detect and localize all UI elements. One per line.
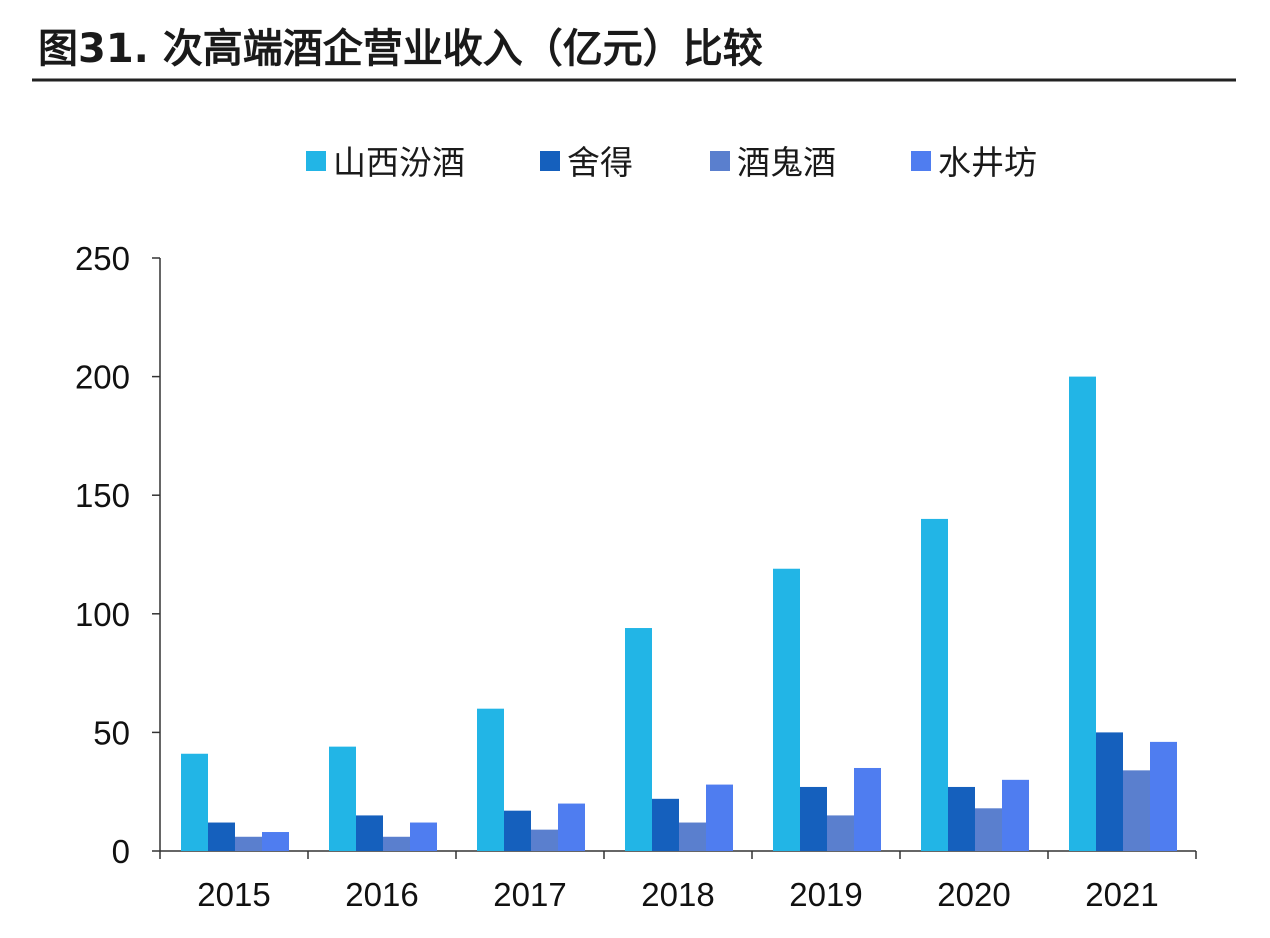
bar-山西汾酒-2015 (181, 753, 208, 851)
legend-swatch (306, 151, 326, 171)
x-axis: 2015 2016 2017 2018 2019 2020 2021 (159, 850, 1197, 913)
y-tick-label: 100 (75, 596, 130, 633)
y-axis: 0 50 100 150 200 250 (75, 240, 161, 870)
x-tick-label: 2021 (1085, 876, 1158, 913)
bar-酒鬼酒-2018 (679, 822, 706, 851)
bar-山西汾酒-2016 (329, 746, 356, 851)
legend-swatch (911, 151, 931, 171)
x-tick-label: 2016 (345, 876, 418, 913)
x-tick-label: 2018 (641, 876, 714, 913)
y-tick-label: 50 (93, 714, 130, 751)
bar-水井坊-2017 (558, 803, 585, 851)
bar-水井坊-2015 (262, 832, 289, 851)
bar-水井坊-2021 (1150, 741, 1177, 851)
bar-酒鬼酒-2017 (531, 829, 558, 851)
bar-舍得-2017 (504, 810, 531, 851)
y-tick-label: 250 (75, 240, 130, 277)
bar-水井坊-2019 (854, 767, 881, 851)
legend-label: 山西汾酒 (333, 143, 465, 182)
bar-舍得-2018 (652, 798, 679, 851)
bar-山西汾酒-2021 (1069, 376, 1096, 851)
y-tick-label: 150 (75, 477, 130, 514)
y-tick-label: 200 (75, 359, 130, 396)
legend-label: 水井坊 (938, 143, 1037, 182)
legend-swatch (710, 151, 730, 171)
bar-酒鬼酒-2015 (235, 836, 262, 851)
legend-swatch (540, 151, 560, 171)
bar-酒鬼酒-2019 (827, 815, 854, 851)
bar-舍得-2016 (356, 815, 383, 851)
bar-酒鬼酒-2016 (383, 836, 410, 851)
bar-山西汾酒-2018 (625, 628, 652, 851)
x-tick-label: 2015 (197, 876, 270, 913)
bar-山西汾酒-2017 (477, 708, 504, 851)
x-tick-label: 2020 (937, 876, 1010, 913)
bar-水井坊-2020 (1002, 779, 1029, 851)
bar-舍得-2021 (1096, 732, 1123, 851)
bar-山西汾酒-2019 (773, 568, 800, 851)
legend-label: 酒鬼酒 (737, 143, 836, 182)
chart-title: 图31. 次高端酒企营业收入（亿元）比较 (38, 26, 763, 72)
bar-水井坊-2018 (706, 784, 733, 851)
bar-舍得-2020 (948, 786, 975, 851)
x-tick-label: 2017 (493, 876, 566, 913)
bar-水井坊-2016 (410, 822, 437, 851)
bar-舍得-2015 (208, 822, 235, 851)
bar-山西汾酒-2020 (921, 518, 948, 851)
bar-酒鬼酒-2021 (1123, 770, 1150, 851)
x-tick-label: 2019 (789, 876, 862, 913)
y-tick-label: 0 (112, 833, 130, 870)
legend: 山西汾酒 舍得 酒鬼酒 水井坊 (306, 143, 1037, 182)
bars (181, 376, 1177, 851)
legend-label: 舍得 (567, 143, 633, 182)
bar-酒鬼酒-2020 (975, 808, 1002, 851)
bar-舍得-2019 (800, 786, 827, 851)
